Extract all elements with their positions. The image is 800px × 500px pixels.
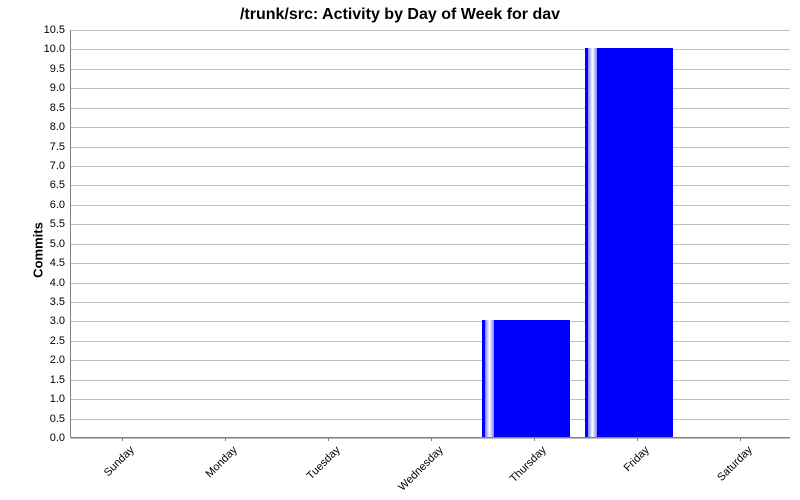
gridline [71, 263, 790, 264]
gridline [71, 224, 790, 225]
bar-highlight [588, 48, 597, 437]
gridline [71, 185, 790, 186]
y-tick-label: 6.0 [50, 199, 71, 211]
y-tick-label: 4.0 [50, 277, 71, 289]
y-tick-label: 8.5 [50, 102, 71, 114]
bar-fill [482, 320, 569, 437]
gridline [71, 49, 790, 50]
gridline [71, 166, 790, 167]
x-tick-label: Sunday [123, 437, 139, 453]
y-tick-label: 5.5 [50, 218, 71, 230]
gridline [71, 205, 790, 206]
x-tick-label: Wednesday [432, 437, 448, 453]
y-tick-label: 1.5 [50, 374, 71, 386]
x-tick-label: Monday [226, 437, 242, 453]
y-tick-label: 6.5 [50, 179, 71, 191]
y-axis-label: Commits [30, 222, 45, 278]
y-tick-label: 1.0 [50, 393, 71, 405]
gridline [71, 360, 790, 361]
gridline [71, 419, 790, 420]
y-tick-label: 4.5 [50, 257, 71, 269]
x-tick-label: Saturday [740, 437, 756, 453]
y-tick-label: 0.0 [50, 432, 71, 444]
x-tick-label: Tuesday [329, 437, 345, 453]
gridline [71, 380, 790, 381]
gridline [71, 244, 790, 245]
y-tick-label: 5.0 [50, 238, 71, 250]
gridline [71, 147, 790, 148]
y-tick-label: 2.5 [50, 335, 71, 347]
y-tick-label: 8.0 [50, 121, 71, 133]
y-tick-label: 7.5 [50, 141, 71, 153]
x-tick-label: Friday [637, 437, 653, 453]
gridline [71, 321, 790, 322]
y-tick-label: 10.0 [44, 43, 71, 55]
bar [585, 48, 672, 437]
y-tick-label: 2.0 [50, 354, 71, 366]
gridline [71, 108, 790, 109]
gridline [71, 127, 790, 128]
gridline [71, 399, 790, 400]
chart-title: /trunk/src: Activity by Day of Week for … [0, 6, 800, 24]
gridline [71, 69, 790, 70]
gridline [71, 341, 790, 342]
y-tick-label: 3.5 [50, 296, 71, 308]
chart-container: /trunk/src: Activity by Day of Week for … [0, 0, 800, 500]
y-tick-label: 9.5 [50, 63, 71, 75]
bar [482, 320, 569, 437]
gridline [71, 302, 790, 303]
gridline [71, 88, 790, 89]
y-tick-label: 9.0 [50, 82, 71, 94]
y-tick-label: 7.0 [50, 160, 71, 172]
bar-fill [585, 48, 672, 437]
y-tick-label: 10.5 [44, 24, 71, 36]
y-tick-label: 0.5 [50, 413, 71, 425]
bar-highlight [485, 320, 494, 437]
x-tick-label: Thursday [534, 437, 550, 453]
gridline [71, 30, 790, 31]
gridline [71, 283, 790, 284]
y-tick-label: 3.0 [50, 315, 71, 327]
plot-area: 0.00.51.01.52.02.53.03.54.04.55.05.56.06… [70, 30, 790, 438]
